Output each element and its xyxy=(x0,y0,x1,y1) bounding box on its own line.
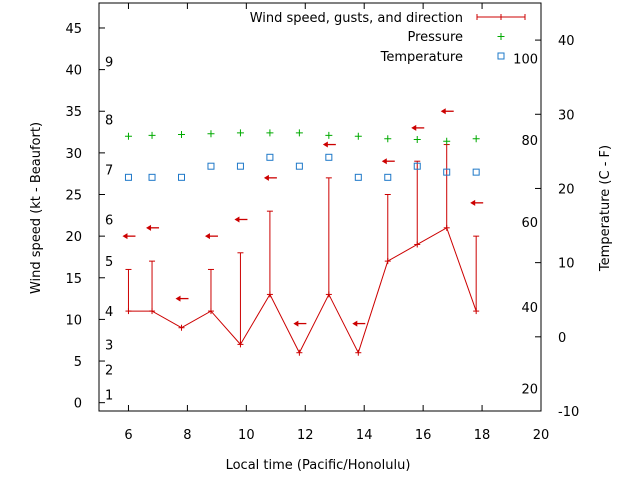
temperature-series xyxy=(124,153,480,181)
y-axis-label: Wind speed (kt - Beaufort) xyxy=(29,122,44,294)
y-tick-label: 45 xyxy=(65,22,82,37)
y2-tick-label: 30 xyxy=(558,108,575,123)
legend-label-temperature: Temperature xyxy=(380,50,463,65)
legend-sample-temperature xyxy=(497,52,505,60)
temperature-point xyxy=(148,173,156,181)
plot-frame-group xyxy=(98,2,542,412)
beaufort-label: 5 xyxy=(105,255,113,270)
legend-sample-pressure xyxy=(497,33,505,40)
wind-direction-arrowhead xyxy=(352,320,358,327)
pressure-point xyxy=(207,130,215,138)
y-tick-label: 5 xyxy=(74,355,82,370)
y-tick-label: 10 xyxy=(65,313,82,328)
beaufort-label: 3 xyxy=(105,338,113,353)
legend-label-pressure: Pressure xyxy=(407,30,463,45)
wind-direction-arrowhead xyxy=(204,233,210,240)
pressure-point xyxy=(472,135,480,143)
beaufort-labels: 1 2 3 4 5 6 7 8 9 xyxy=(105,55,113,403)
y2-tick-label: 0 xyxy=(558,331,566,346)
temperature-point xyxy=(266,153,274,161)
y-tick-label: 30 xyxy=(65,147,82,162)
pressure-point xyxy=(178,131,186,139)
x-axis-label: Local time (Pacific/Honolulu) xyxy=(226,458,411,473)
plot-frame xyxy=(98,2,542,412)
pressure-point xyxy=(384,135,392,143)
wind-direction-arrowhead xyxy=(470,199,476,206)
wind-direction-arrowhead xyxy=(440,108,446,115)
pressure-series xyxy=(124,129,480,145)
wind-speed-line xyxy=(128,227,477,355)
wind-direction-arrowhead xyxy=(175,295,181,302)
wind-direction-arrowhead xyxy=(146,224,152,231)
fahrenheit-label: 40 xyxy=(521,301,538,316)
y2-tick-label: 10 xyxy=(558,257,575,272)
pressure-point xyxy=(295,129,303,137)
temperature-point xyxy=(354,173,362,181)
fahrenheit-labels: 20 40 60 80 100 xyxy=(513,53,538,398)
x-tick-label: 18 xyxy=(474,428,491,443)
beaufort-label: 7 xyxy=(105,164,113,179)
pressure-point xyxy=(413,136,421,144)
pressure-point xyxy=(148,131,156,139)
beaufort-label: 2 xyxy=(105,363,113,378)
temperature-point xyxy=(178,173,186,181)
y2-axis-ticks: -10 0 10 20 30 40 xyxy=(535,34,579,420)
y-axis-ticks: 0 5 10 15 20 25 30 35 40 45 xyxy=(65,22,105,412)
y-tick-label: 25 xyxy=(65,189,82,204)
y-tick-label: 15 xyxy=(65,272,82,287)
beaufort-label: 4 xyxy=(105,305,113,320)
temperature-point xyxy=(295,162,303,170)
wind-direction-arrowhead xyxy=(322,141,328,148)
temperature-point xyxy=(384,173,392,181)
temperature-point xyxy=(472,168,480,176)
beaufort-label: 1 xyxy=(105,388,113,403)
wind-direction-arrowhead xyxy=(411,124,417,131)
x-tick-label: 16 xyxy=(415,428,432,443)
temperature-point xyxy=(443,168,451,176)
beaufort-label: 8 xyxy=(105,114,113,129)
temperature-point xyxy=(325,153,333,161)
pressure-point xyxy=(124,132,132,140)
y2-tick-label: 40 xyxy=(558,34,575,49)
temperature-point xyxy=(236,162,244,170)
y2-tick-label: -10 xyxy=(558,405,579,420)
wind-direction-arrowhead xyxy=(263,174,269,181)
fahrenheit-label: 60 xyxy=(521,216,538,231)
wind-direction-arrowhead xyxy=(122,233,128,240)
wind-series xyxy=(125,144,480,356)
temperature-point xyxy=(413,162,421,170)
pressure-point xyxy=(325,131,333,139)
pressure-point xyxy=(236,129,244,137)
y-tick-label: 0 xyxy=(74,397,82,412)
x-tick-label: 12 xyxy=(297,428,314,443)
y2-axis-label: Temperature (C - F) xyxy=(598,145,613,272)
y-tick-label: 20 xyxy=(65,230,82,245)
y2-tick-label: 20 xyxy=(558,182,575,197)
fahrenheit-label: 80 xyxy=(521,134,538,149)
x-tick-label: 8 xyxy=(183,428,191,443)
x-tick-label: 14 xyxy=(356,428,373,443)
x-tick-label: 20 xyxy=(533,428,550,443)
wind-direction-arrowhead xyxy=(381,158,387,165)
pressure-point xyxy=(354,132,362,140)
y-tick-label: 35 xyxy=(65,105,82,120)
legend: Wind speed, gusts, and direction Pressur… xyxy=(250,11,526,65)
x-tick-label: 6 xyxy=(124,428,132,443)
pressure-point xyxy=(443,137,451,145)
x-tick-label: 10 xyxy=(238,428,255,443)
beaufort-label: 6 xyxy=(105,213,113,228)
pressure-point xyxy=(266,129,274,137)
temperature-point xyxy=(124,173,132,181)
x-axis-ticks: 6 8 10 12 14 16 18 20 xyxy=(124,3,549,443)
wind-direction-arrowhead xyxy=(234,216,240,223)
legend-label-wind: Wind speed, gusts, and direction xyxy=(250,11,463,26)
fahrenheit-label: 20 xyxy=(521,383,538,398)
beaufort-label: 9 xyxy=(105,55,113,70)
wind-direction-arrows xyxy=(122,108,484,327)
wind-direction-arrowhead xyxy=(293,320,299,327)
y-tick-label: 40 xyxy=(65,64,82,79)
temperature-point xyxy=(207,162,215,170)
fahrenheit-label: 100 xyxy=(513,53,538,68)
